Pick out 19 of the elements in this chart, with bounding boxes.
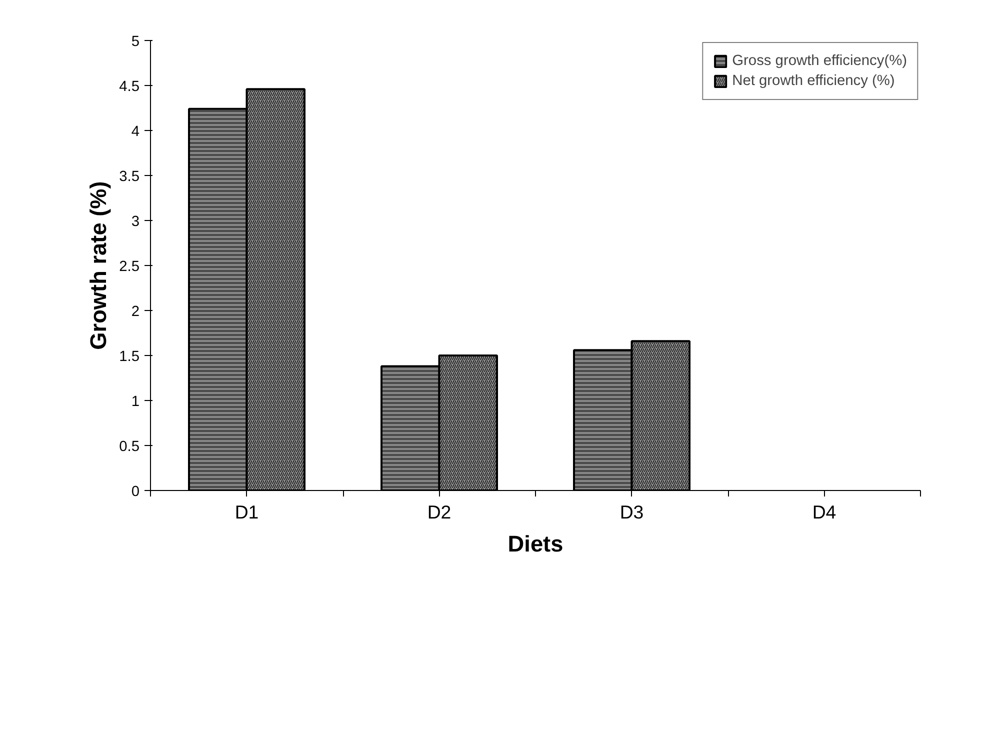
legend-label: Gross growth efficiency(%) [732, 53, 907, 69]
y-tick-label: 4.5 [119, 79, 140, 95]
y-tick-label: 1 [131, 394, 140, 410]
x-tick-label: D2 [427, 502, 452, 522]
y-axis-title: Growth rate (%) [85, 181, 112, 350]
y-tick-label: 0.5 [119, 439, 140, 455]
y-tick-label: 2.5 [119, 259, 140, 275]
y-tick-label: 3.5 [119, 169, 140, 185]
y-tick-label: 0 [131, 484, 140, 500]
y-tick-label: 2 [131, 304, 140, 320]
y-tick-label: 3 [131, 214, 140, 230]
x-axis-title: Diets [508, 530, 564, 556]
y-tick-label: 4 [131, 124, 140, 140]
legend-label: Net growth efficiency (%) [732, 73, 895, 89]
x-tick-label: D3 [620, 502, 644, 522]
y-tick-label: 5 [131, 34, 140, 50]
x-tick-label: D1 [234, 502, 259, 522]
x-tick-label: D4 [812, 502, 836, 522]
y-tick-label: 1.5 [119, 349, 140, 365]
